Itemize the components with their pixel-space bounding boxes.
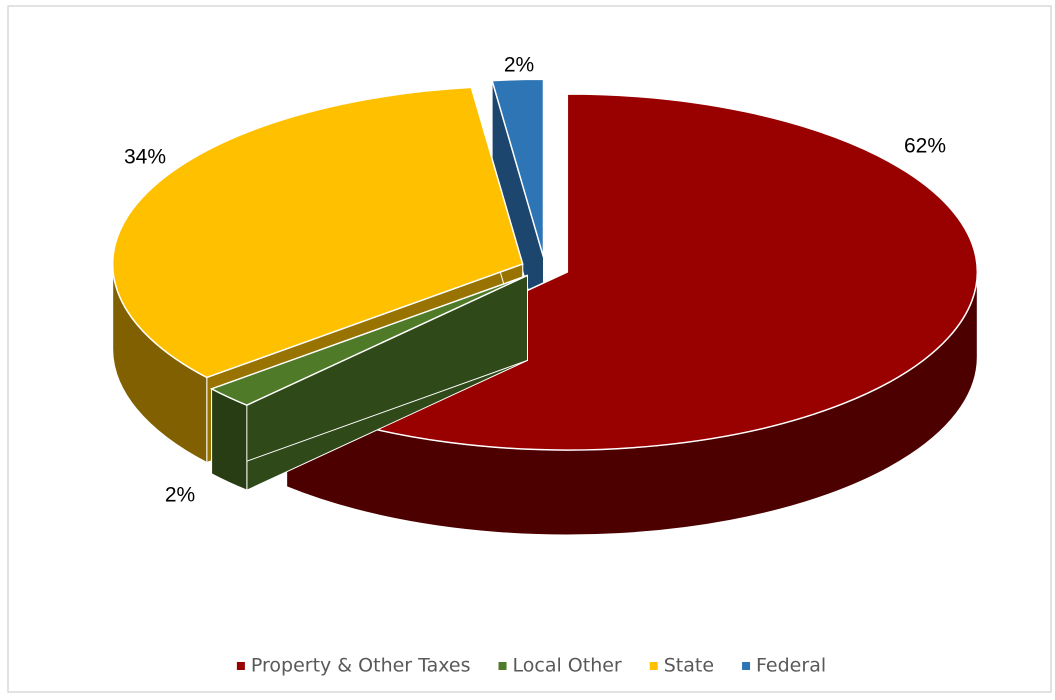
legend-label: Local Other [513,655,622,677]
legend-label: Property & Other Taxes [251,655,471,677]
legend: Property & Other Taxes Local Other State Fe… [236,655,826,677]
legend-label: State [664,655,714,677]
pie [111,78,979,536]
slice [209,274,528,406]
legend-swatch [742,662,751,670]
slice [111,86,524,379]
slice-wall [211,388,248,491]
legend-swatch [236,662,245,670]
legend-swatch [649,662,658,670]
data-label: 2% [165,484,195,507]
legend-swatch [498,662,507,670]
data-label: 34% [124,146,166,169]
legend-label: Federal [756,655,826,677]
slice [491,78,545,258]
data-label: 62% [904,135,946,158]
data-label: 2% [504,54,534,77]
labels: 62% 2% 34% 2% [124,54,946,507]
